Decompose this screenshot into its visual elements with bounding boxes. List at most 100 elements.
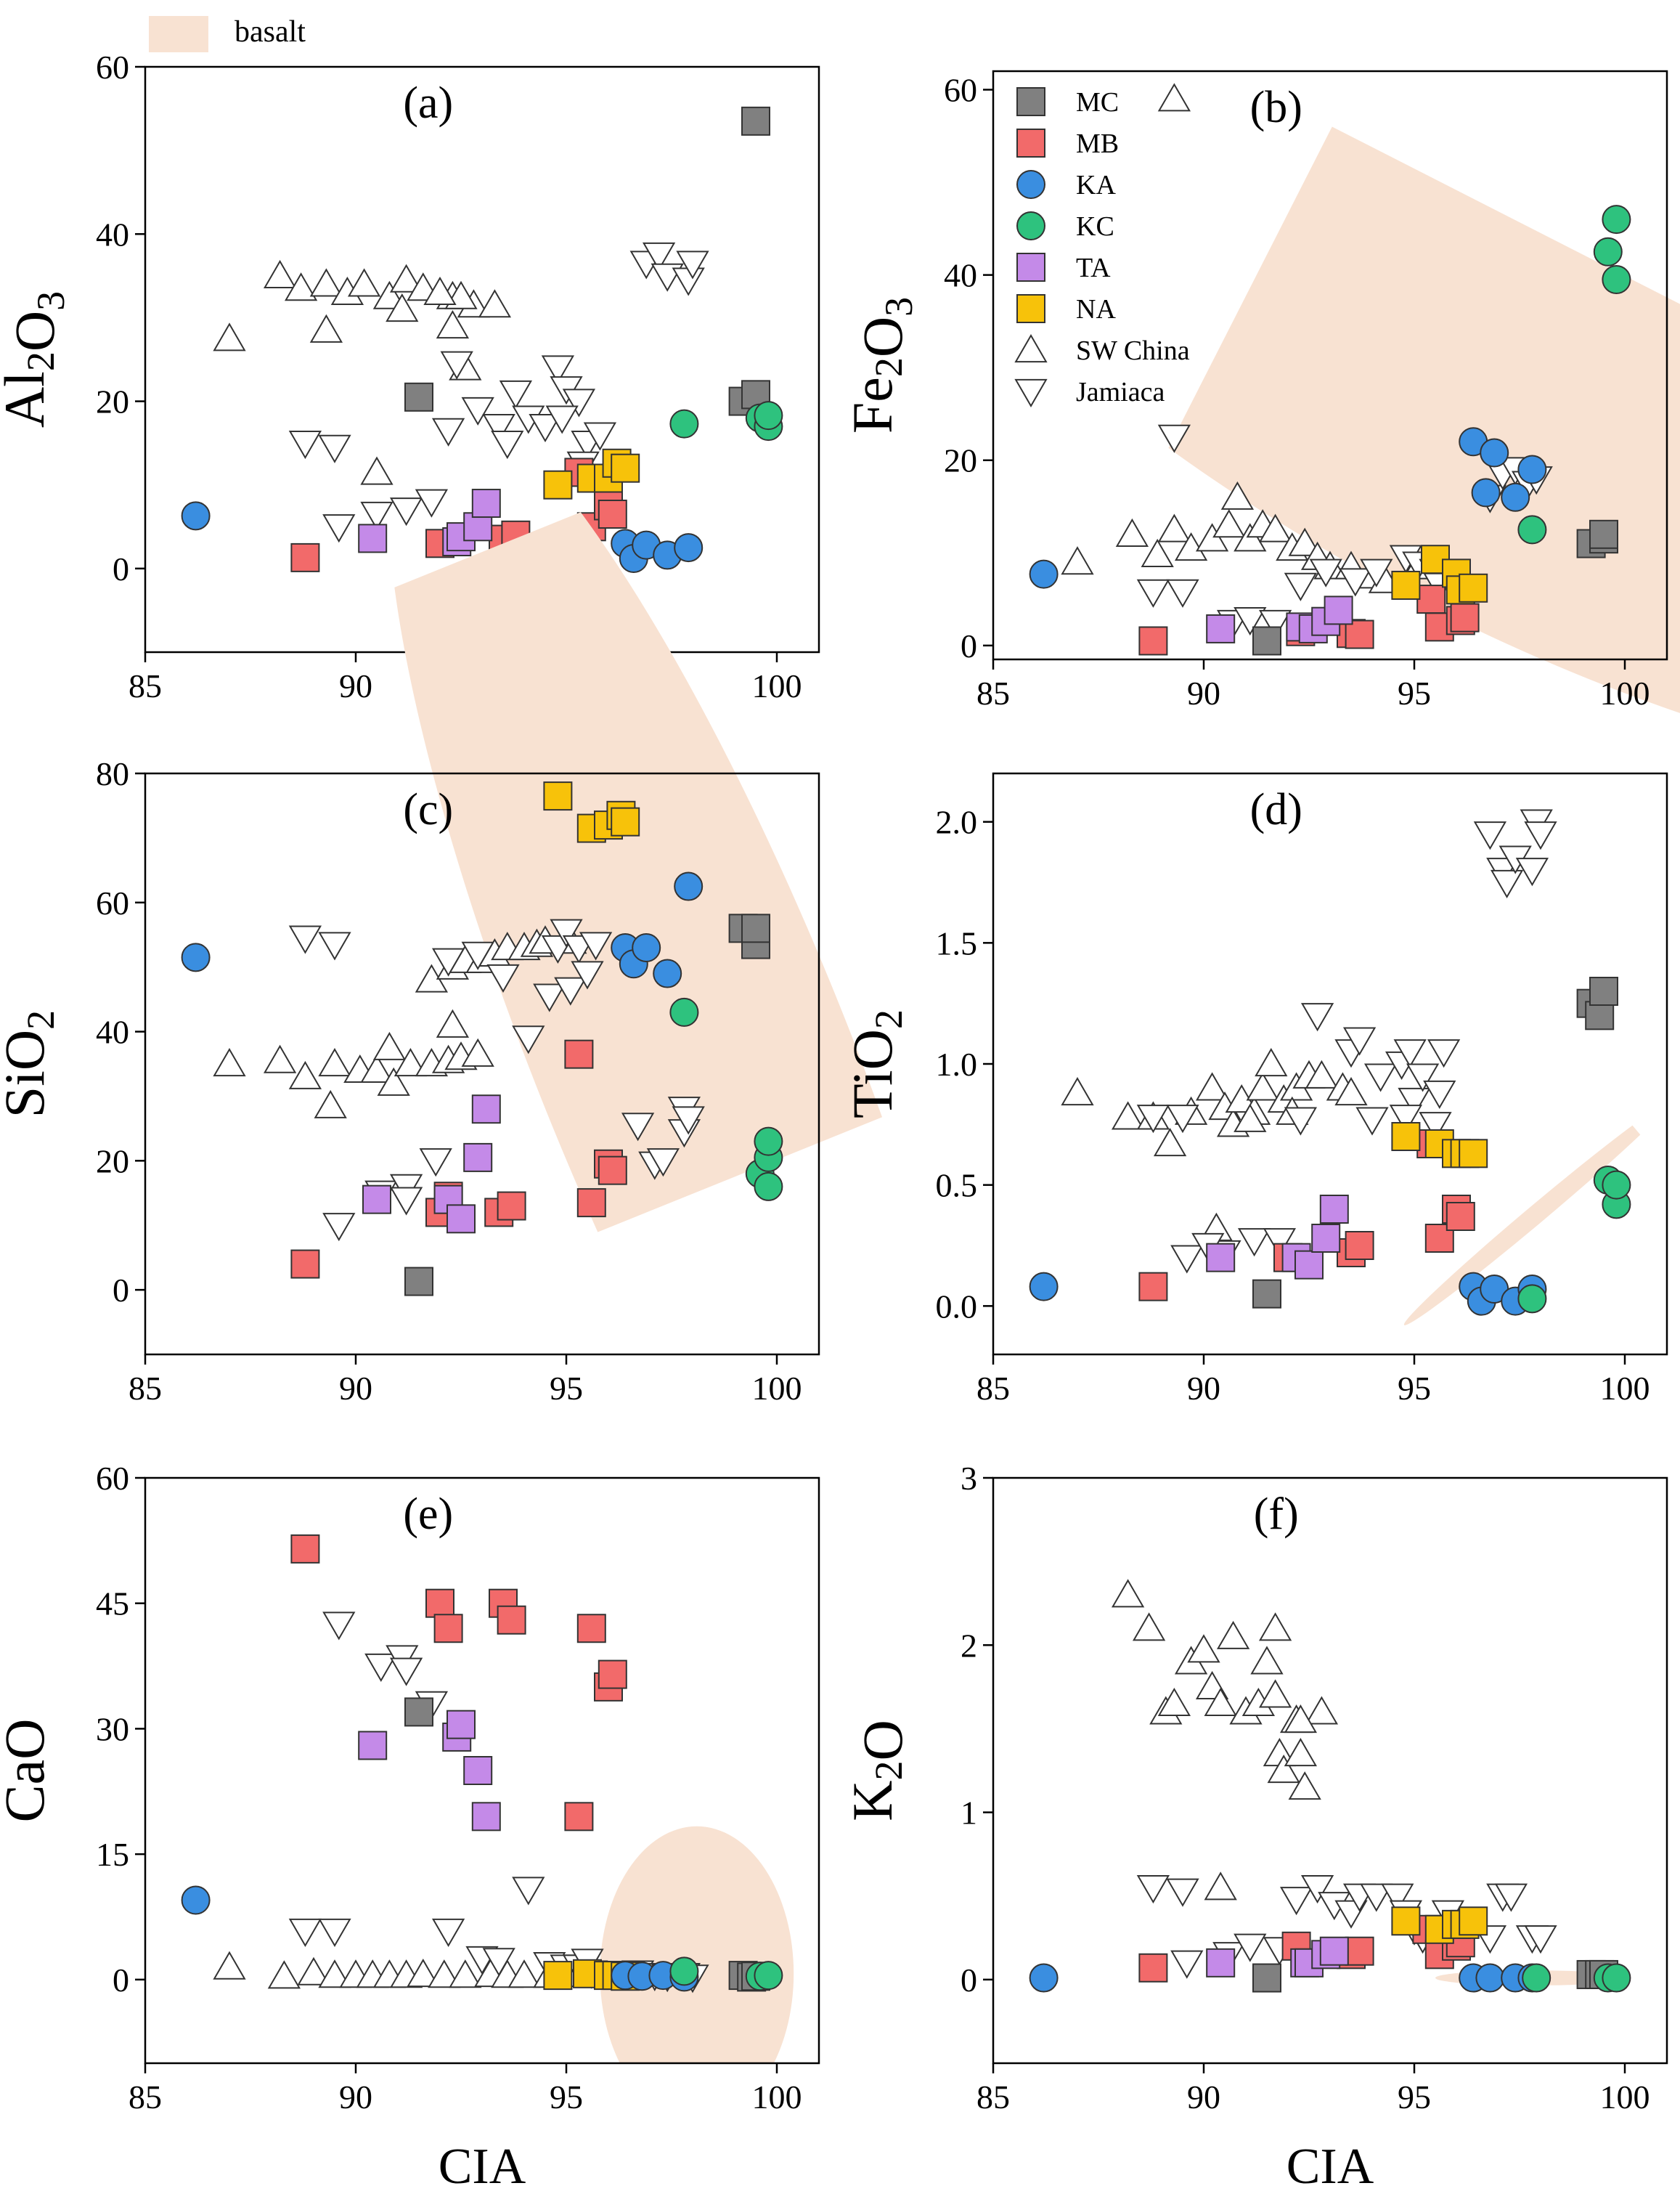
point-SW (389, 264, 423, 293)
series-KC (1517, 205, 1631, 545)
point-KC (1602, 1170, 1631, 1200)
point-JM (1279, 1887, 1313, 1916)
point-NA (1459, 573, 1488, 603)
point-MB (1345, 619, 1374, 649)
point-JM (1284, 1107, 1318, 1136)
point-JM (1524, 1925, 1557, 1954)
y-axis-label: SiO2 (0, 1010, 62, 1118)
point-MB (433, 1614, 463, 1643)
point-SW (309, 268, 343, 297)
point-MB (564, 1039, 594, 1069)
point-SW (436, 1009, 470, 1038)
point-JM (1494, 1883, 1528, 1912)
point-TA (1324, 596, 1353, 625)
series-KC (1522, 1963, 1631, 1993)
point-MC (1585, 1001, 1615, 1031)
point-SW (1132, 1612, 1166, 1641)
y-axis-label-part: 3 (29, 291, 73, 311)
legend-label-TA: TA (1076, 253, 1111, 283)
point-NA (543, 1961, 573, 1991)
point-JM (364, 1653, 398, 1683)
y-tick-label: 30 (96, 1710, 129, 1747)
y-tick-label: 40 (944, 257, 977, 294)
point-SW (1111, 1101, 1145, 1130)
x-tick-label: 85 (976, 675, 1010, 712)
y-tick-label: 0 (961, 627, 977, 664)
point-MB (290, 1534, 320, 1564)
point-JM (1300, 1003, 1334, 1032)
basalt-legend-label: basalt (235, 15, 306, 49)
point-JM (482, 413, 515, 443)
point-JM (318, 932, 351, 961)
point-MB (1138, 626, 1168, 656)
point-JM (322, 1611, 356, 1641)
y-tick-label: 0 (961, 1962, 977, 1999)
point-SW (360, 1054, 394, 1084)
point-SW (1288, 527, 1321, 556)
x-tick-label: 90 (1187, 2078, 1220, 2115)
y-tick-label: 0 (113, 1272, 129, 1309)
point-JM (318, 434, 351, 463)
point-MB (497, 1191, 526, 1221)
point-JM (1423, 1080, 1456, 1109)
point-KC (1517, 515, 1547, 545)
series-SW (213, 259, 512, 485)
legend-label-KC: KC (1076, 211, 1114, 242)
point-KA (1517, 455, 1547, 484)
point-MB (1424, 1224, 1454, 1253)
y-axis-label-part: TiO (841, 1029, 904, 1118)
point-TA (1319, 1195, 1349, 1224)
series-MC (1252, 977, 1618, 1309)
point-JM (389, 497, 423, 527)
point-JM (499, 380, 533, 410)
point-NA (611, 453, 640, 483)
y-axis-label-part: 2 (19, 1010, 62, 1030)
point-NA (1391, 1906, 1421, 1936)
legend-marker-TA (1016, 253, 1045, 282)
point-KC (1602, 205, 1631, 235)
point-JM (1490, 869, 1524, 898)
point-KC (669, 1956, 699, 1986)
point-SW (1141, 538, 1174, 568)
point-SW (1258, 513, 1292, 542)
point-SW (1267, 1755, 1300, 1784)
point-SW (1334, 1077, 1368, 1106)
point-JM (1360, 558, 1393, 588)
panel-e: 85 90 95 100 0 15 30 45 60 (e) CaO CIA (0, 1460, 820, 2195)
point-SW (1195, 1072, 1229, 1101)
panel-title: (b) (1250, 83, 1302, 132)
basalt-legend-swatch (149, 16, 208, 52)
point-JM (419, 1148, 452, 1177)
point-JM (1170, 1245, 1204, 1274)
point-JM (461, 941, 494, 970)
point-MC (1252, 1963, 1281, 1993)
point-TA (463, 1756, 493, 1785)
point-KA (1471, 478, 1501, 508)
point-NA (1459, 1139, 1488, 1168)
point-KC (1602, 265, 1631, 295)
y-axis-label-part: Fe (841, 377, 904, 434)
point-JM (1363, 1063, 1398, 1092)
point-MB (1416, 585, 1446, 614)
x-tick-label: 90 (1187, 675, 1220, 712)
point-MB (598, 1659, 627, 1689)
point-TA (362, 1184, 391, 1214)
point-JM (491, 430, 524, 460)
x-tick-label: 100 (1600, 2078, 1650, 2115)
y-axis-label: K2O (841, 1720, 914, 1821)
point-JM (1389, 1105, 1423, 1134)
point-KC (1517, 1284, 1547, 1314)
point-MB (425, 1588, 454, 1618)
point-SW (1061, 546, 1094, 575)
point-JM (431, 418, 465, 447)
series-JM (1136, 809, 1557, 1274)
point-KA (1029, 559, 1059, 589)
point-JM (389, 1187, 423, 1216)
point-JM (1473, 821, 1507, 850)
point-SW (377, 1067, 410, 1096)
point-SW (1284, 1738, 1318, 1767)
point-JM (322, 1213, 356, 1242)
point-MC (404, 1267, 433, 1296)
point-SW (1115, 518, 1149, 547)
